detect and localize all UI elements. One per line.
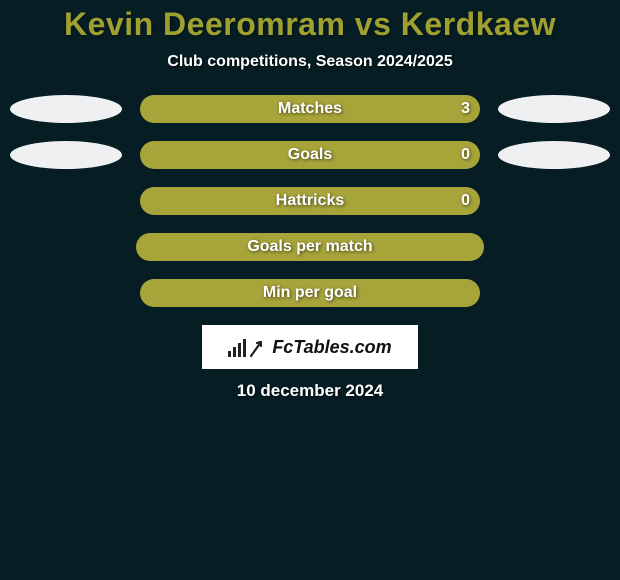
stat-row: Min per goal	[0, 279, 620, 307]
stat-row: Matches 3	[0, 95, 620, 123]
stat-label: Goals per match	[247, 238, 372, 256]
right-oval-icon	[498, 141, 610, 169]
date-text: 10 december 2024	[0, 381, 620, 401]
stat-value: 3	[461, 100, 470, 118]
stat-value: 0	[461, 146, 470, 164]
stat-value: 0	[461, 192, 470, 210]
stat-row: Goals 0	[0, 141, 620, 169]
logo-box[interactable]: FcTables.com	[202, 325, 418, 369]
left-oval-icon	[10, 141, 122, 169]
stat-label: Hattricks	[276, 192, 344, 210]
subtitle: Club competitions, Season 2024/2025	[0, 53, 620, 71]
logo-inner: FcTables.com	[228, 336, 391, 358]
stat-label: Matches	[278, 100, 342, 118]
stat-bar: Matches 3	[140, 95, 480, 123]
stat-row: Goals per match	[0, 233, 620, 261]
stat-bar: Goals per match	[136, 233, 484, 261]
stat-bar: Goals 0	[140, 141, 480, 169]
comparison-container: Kevin Deeromram vs Kerdkaew Club competi…	[0, 0, 620, 401]
stat-label: Goals	[288, 146, 332, 164]
stat-bar: Min per goal	[140, 279, 480, 307]
page-title: Kevin Deeromram vs Kerdkaew	[0, 6, 620, 43]
logo-arrow-icon	[250, 336, 268, 358]
logo-text: FcTables.com	[272, 337, 391, 358]
right-oval-icon	[498, 95, 610, 123]
stat-rows: Matches 3 Goals 0 Hattricks 0 Goals per match M…	[0, 95, 620, 307]
stat-label: Min per goal	[263, 284, 357, 302]
left-oval-icon	[10, 95, 122, 123]
stat-bar: Hattricks 0	[140, 187, 480, 215]
logo-bars-icon	[228, 337, 246, 357]
stat-row: Hattricks 0	[0, 187, 620, 215]
